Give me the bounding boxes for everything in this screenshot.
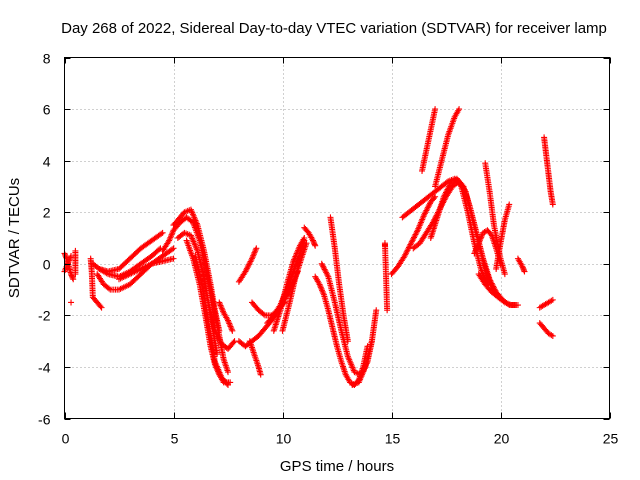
series-arc-5 <box>87 255 105 311</box>
series-arc-30 <box>388 193 439 278</box>
y-tick-label: -6 <box>38 412 51 428</box>
data-point <box>229 327 236 334</box>
data-point <box>170 255 177 262</box>
series-arc-22 <box>270 235 308 334</box>
axis-ticks: 0 5 10 15 20 25 -6 -4 -2 0 2 4 6 8 <box>38 51 618 447</box>
data-point <box>248 257 255 264</box>
data-point <box>70 276 77 283</box>
x-tick-label: 25 <box>603 431 619 447</box>
data-point <box>506 201 513 208</box>
data-point <box>170 245 177 252</box>
series-arc-39 <box>493 201 513 272</box>
data-point <box>324 272 331 279</box>
data-point <box>432 193 439 200</box>
data-point <box>72 271 79 278</box>
series-arc-18 <box>235 245 260 285</box>
data-point <box>225 369 231 376</box>
grid <box>64 57 610 419</box>
series-arc-42 <box>536 320 556 339</box>
series-arc-4 <box>72 247 79 278</box>
series-arc-23 <box>279 240 310 334</box>
series-arc-8 <box>96 229 166 275</box>
series-arc-3 <box>68 299 75 306</box>
y-tick-label: 8 <box>43 51 51 67</box>
series-arc-28 <box>349 307 380 388</box>
series-arc-10 <box>159 214 231 376</box>
data-point <box>344 338 351 345</box>
data-point <box>68 299 75 306</box>
y-tick-label: -2 <box>38 308 51 324</box>
x-tick-label: 10 <box>276 431 292 447</box>
y-tick-label: 2 <box>43 205 51 221</box>
data-point <box>549 296 556 303</box>
data-point <box>413 228 420 235</box>
data-point <box>158 230 165 237</box>
series-arc-27 <box>327 214 351 345</box>
data-point <box>301 235 308 241</box>
data-point <box>521 268 528 275</box>
series-arc-37 <box>475 271 521 309</box>
series-arc-33 <box>419 106 439 174</box>
data-point <box>260 311 267 318</box>
series-arc-7 <box>89 245 164 280</box>
x-tick-label: 5 <box>171 431 179 447</box>
data-point <box>230 339 237 346</box>
series-arc-16 <box>216 299 236 334</box>
data-point <box>384 307 391 314</box>
data-point <box>105 285 112 292</box>
data-point <box>303 240 310 247</box>
y-tick-label: 0 <box>43 257 51 273</box>
data-point <box>431 195 438 202</box>
data-point <box>223 380 230 387</box>
series-arc-24 <box>301 224 319 249</box>
data-point <box>257 371 264 378</box>
series-arc-31 <box>399 175 491 288</box>
series-arc-12 <box>174 229 221 358</box>
data-point <box>169 246 176 253</box>
y-tick-label: 4 <box>43 154 51 170</box>
series-arc-35 <box>432 106 463 190</box>
data-point <box>432 106 439 113</box>
data-point <box>501 271 508 278</box>
series-arc-43 <box>541 134 556 208</box>
series-arc-41 <box>536 296 556 311</box>
series-arc-14 <box>192 253 231 388</box>
series-arc-19 <box>246 338 264 378</box>
x-tick-label: 15 <box>385 431 401 447</box>
series-arc-15 <box>205 299 238 352</box>
data-point <box>98 304 105 311</box>
series-arc-40 <box>514 255 528 275</box>
data-point <box>549 201 556 208</box>
data-point <box>373 307 380 314</box>
data-point <box>312 242 319 249</box>
plot-frame <box>64 57 610 419</box>
x-tick-label: 20 <box>494 431 510 447</box>
data-points <box>61 106 556 388</box>
data-point <box>456 106 463 113</box>
series-arc-9 <box>116 255 177 283</box>
data-point <box>225 381 231 388</box>
data-point <box>514 302 521 309</box>
x-tick-label: 0 <box>62 431 70 447</box>
y-tick-label: 6 <box>43 102 51 118</box>
data-point <box>549 332 556 339</box>
data-point <box>159 229 166 236</box>
chart-title: Day 268 of 2022, Sidereal Day-to-day VTE… <box>61 20 607 37</box>
x-axis-title: GPS time / hours <box>280 458 394 475</box>
y-tick-label: -4 <box>38 360 51 376</box>
y-axis-title: SDTVAR / TECUs <box>6 178 23 298</box>
series-arc-29 <box>381 240 391 314</box>
data-point <box>97 303 104 310</box>
data-point <box>253 245 260 252</box>
